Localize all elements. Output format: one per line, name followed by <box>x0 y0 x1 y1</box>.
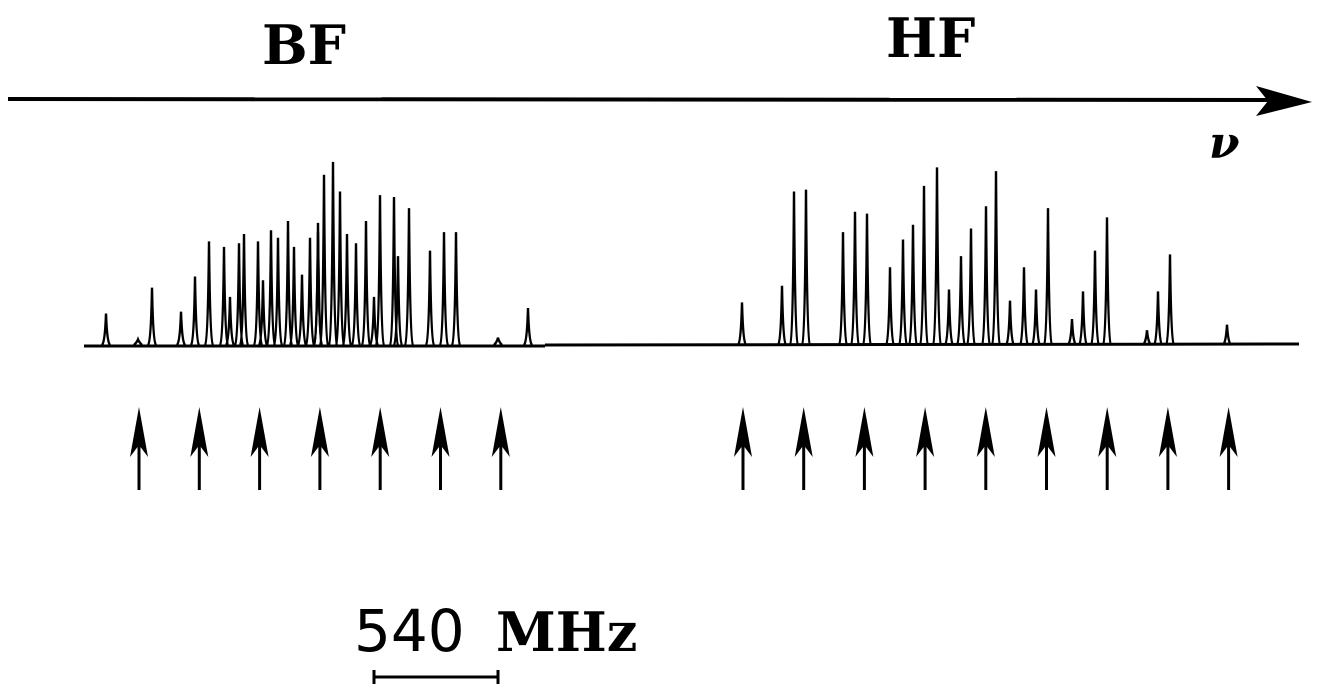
hf-spectral-line <box>1164 254 1176 346</box>
hf-spectral-lines <box>736 167 1232 346</box>
bf-spectral-line <box>272 237 284 346</box>
bf-spectral-line <box>403 208 415 346</box>
hf-spectral-line <box>1018 267 1030 346</box>
bf-marker-arrow <box>190 407 209 490</box>
bf-band-label: BF <box>262 13 346 77</box>
bf-spectral-line <box>424 250 436 346</box>
hf-spectral-line <box>1067 319 1077 346</box>
hf-spectral-line <box>1004 300 1016 346</box>
bf-spectral-line <box>175 311 187 346</box>
frequency-axis-symbol: ν <box>1209 118 1240 169</box>
bf-marker-arrow <box>310 407 329 490</box>
hf-marker-arrows <box>734 407 1238 490</box>
bf-spectral-line <box>438 232 450 346</box>
hf-spectral-line <box>861 213 873 346</box>
hf-spectral-line <box>1142 330 1152 346</box>
bf-spectral-line <box>133 336 143 346</box>
bf-spectral-line <box>257 280 269 346</box>
hf-marker-arrow <box>976 407 995 490</box>
bf-spectral-line <box>238 233 250 346</box>
scale-bar <box>372 670 500 684</box>
bf-spectral-line <box>360 221 372 346</box>
hf-marker-arrow <box>1098 407 1117 490</box>
bf-spectral-line <box>224 296 236 346</box>
bf-spectral-line <box>368 296 380 346</box>
bf-spectral-line <box>282 221 294 346</box>
bf-marker-arrow <box>250 407 269 490</box>
bf-spectral-line <box>341 233 353 346</box>
hf-marker-arrow <box>1158 407 1177 490</box>
hf-spectral-line <box>990 171 1002 346</box>
hf-spectral-line <box>849 211 861 346</box>
bf-marker-arrow <box>371 407 390 490</box>
hf-marker-arrow <box>855 407 874 490</box>
bf-marker-arrow <box>130 407 148 490</box>
hf-spectral-line <box>1101 217 1113 346</box>
bf-spectral-line <box>334 191 346 346</box>
scale-value: 540 <box>354 597 465 665</box>
hf-spectral-line <box>1030 289 1042 346</box>
hf-marker-arrow <box>734 407 752 490</box>
hf-spectral-line <box>965 228 977 346</box>
bf-spectral-lines <box>100 161 534 346</box>
hf-spectral-line <box>788 191 800 346</box>
bf-spectral-line <box>318 174 330 346</box>
hf-marker-arrow <box>794 407 813 490</box>
hf-spectral-line <box>1089 250 1101 346</box>
hf-spectral-line <box>955 256 967 346</box>
bf-spectral-line <box>218 246 230 346</box>
bf-spectral-line <box>288 246 300 346</box>
hf-spectral-line <box>980 206 992 346</box>
bf-spectral-line <box>522 307 534 346</box>
frequency-axis-arrowhead <box>1256 86 1312 116</box>
bf-spectral-line <box>100 313 112 346</box>
hf-marker-arrow <box>916 407 935 490</box>
bf-spectral-line <box>312 232 324 346</box>
bf-marker-arrow <box>491 407 510 490</box>
hf-spectral-line <box>736 302 748 346</box>
bf-spectral-line <box>265 230 277 346</box>
hf-spectral-line <box>897 239 909 346</box>
bf-spectral-line <box>392 256 404 346</box>
bf-spectral-line <box>146 287 158 346</box>
hf-spectral-line <box>907 224 919 346</box>
bf-spectral-line <box>450 232 462 346</box>
hf-spectral-line <box>776 285 788 346</box>
hf-spectral-line <box>1042 208 1054 346</box>
bf-marker-arrows <box>130 407 510 490</box>
hf-spectral-line <box>918 185 930 346</box>
hf-spectral-line <box>837 232 849 346</box>
hf-spectral-line <box>884 267 896 346</box>
hf-spectral-line <box>1077 291 1089 346</box>
hf-baseline <box>544 342 1300 347</box>
hf-spectral-line <box>943 289 955 346</box>
bf-spectral-line <box>374 195 386 346</box>
hf-marker-arrow <box>1037 407 1056 490</box>
hf-spectral-line <box>800 189 812 346</box>
frequency-axis <box>7 86 1312 116</box>
bf-marker-arrow <box>431 407 450 490</box>
hf-spectral-line <box>1152 291 1164 346</box>
bf-spectral-line <box>350 243 362 346</box>
bf-spectral-line <box>304 237 316 346</box>
hf-band-label: HF <box>886 6 975 70</box>
scale-unit: MHz <box>496 600 637 664</box>
bf-spectral-line <box>189 276 201 346</box>
bf-spectral-line <box>327 161 339 346</box>
hf-spectral-line <box>1222 324 1232 346</box>
bf-spectral-line <box>296 274 308 346</box>
bf-spectral-line <box>493 337 503 346</box>
bf-spectral-line <box>203 241 215 346</box>
hf-marker-arrow <box>1219 407 1238 490</box>
hf-spectral-line <box>931 167 943 346</box>
frequency-axis-line <box>7 97 1269 102</box>
